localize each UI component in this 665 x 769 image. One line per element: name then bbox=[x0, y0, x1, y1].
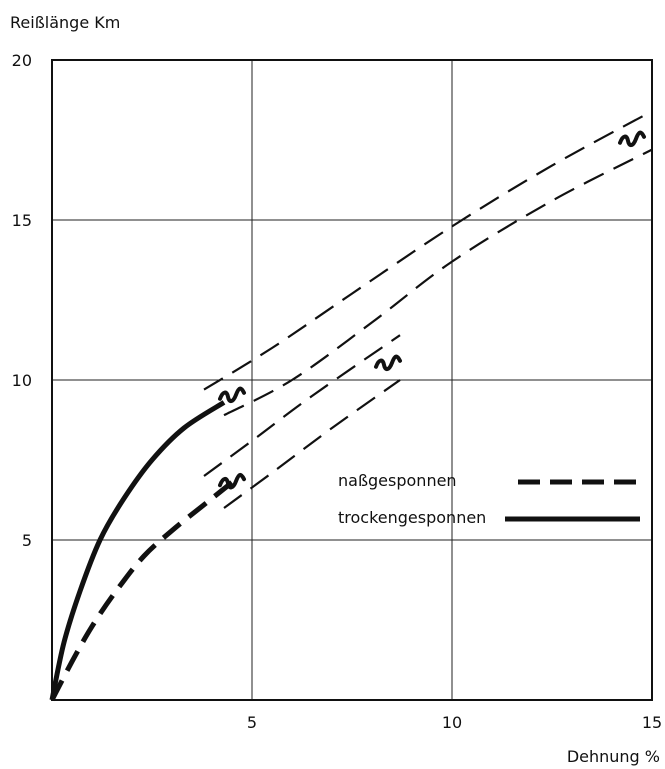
band-wave-mark bbox=[374, 354, 402, 372]
legend: naßgesponnen trockengesponnen bbox=[338, 471, 640, 527]
band-lower-line bbox=[223, 379, 401, 509]
x-axis-label: Dehnung % bbox=[567, 747, 660, 766]
band-upper-line bbox=[203, 110, 653, 391]
y-tick-label: 10 bbox=[12, 371, 32, 390]
band-wave-mark bbox=[218, 472, 246, 490]
legend-label-trocken: trockengesponnen bbox=[338, 508, 486, 527]
series-layer bbox=[49, 400, 234, 702]
x-tick-label: 10 bbox=[442, 713, 462, 732]
bands-layer bbox=[203, 110, 653, 509]
grid-lines bbox=[52, 59, 653, 700]
y-axis-label: Reißlänge Km bbox=[10, 13, 120, 32]
band-wave-mark bbox=[618, 130, 646, 148]
x-tick-label: 5 bbox=[247, 713, 257, 732]
legend-label-nass: naßgesponnen bbox=[338, 471, 457, 490]
ticks-layer: 5 10 15 20 5 10 15 bbox=[12, 51, 663, 732]
y-tick-label: 15 bbox=[12, 211, 32, 230]
band-marks-layer bbox=[218, 130, 646, 490]
band-upper-line bbox=[203, 334, 401, 477]
plot-frame bbox=[51, 59, 653, 701]
y-tick-label: 20 bbox=[12, 51, 32, 70]
band-wave-mark bbox=[218, 386, 246, 404]
y-tick-label: 5 bbox=[22, 531, 32, 550]
x-tick-label: 15 bbox=[642, 713, 662, 732]
band-lower-line bbox=[223, 148, 653, 417]
series-line-nass bbox=[49, 480, 234, 702]
series-line-trocken bbox=[49, 400, 226, 701]
